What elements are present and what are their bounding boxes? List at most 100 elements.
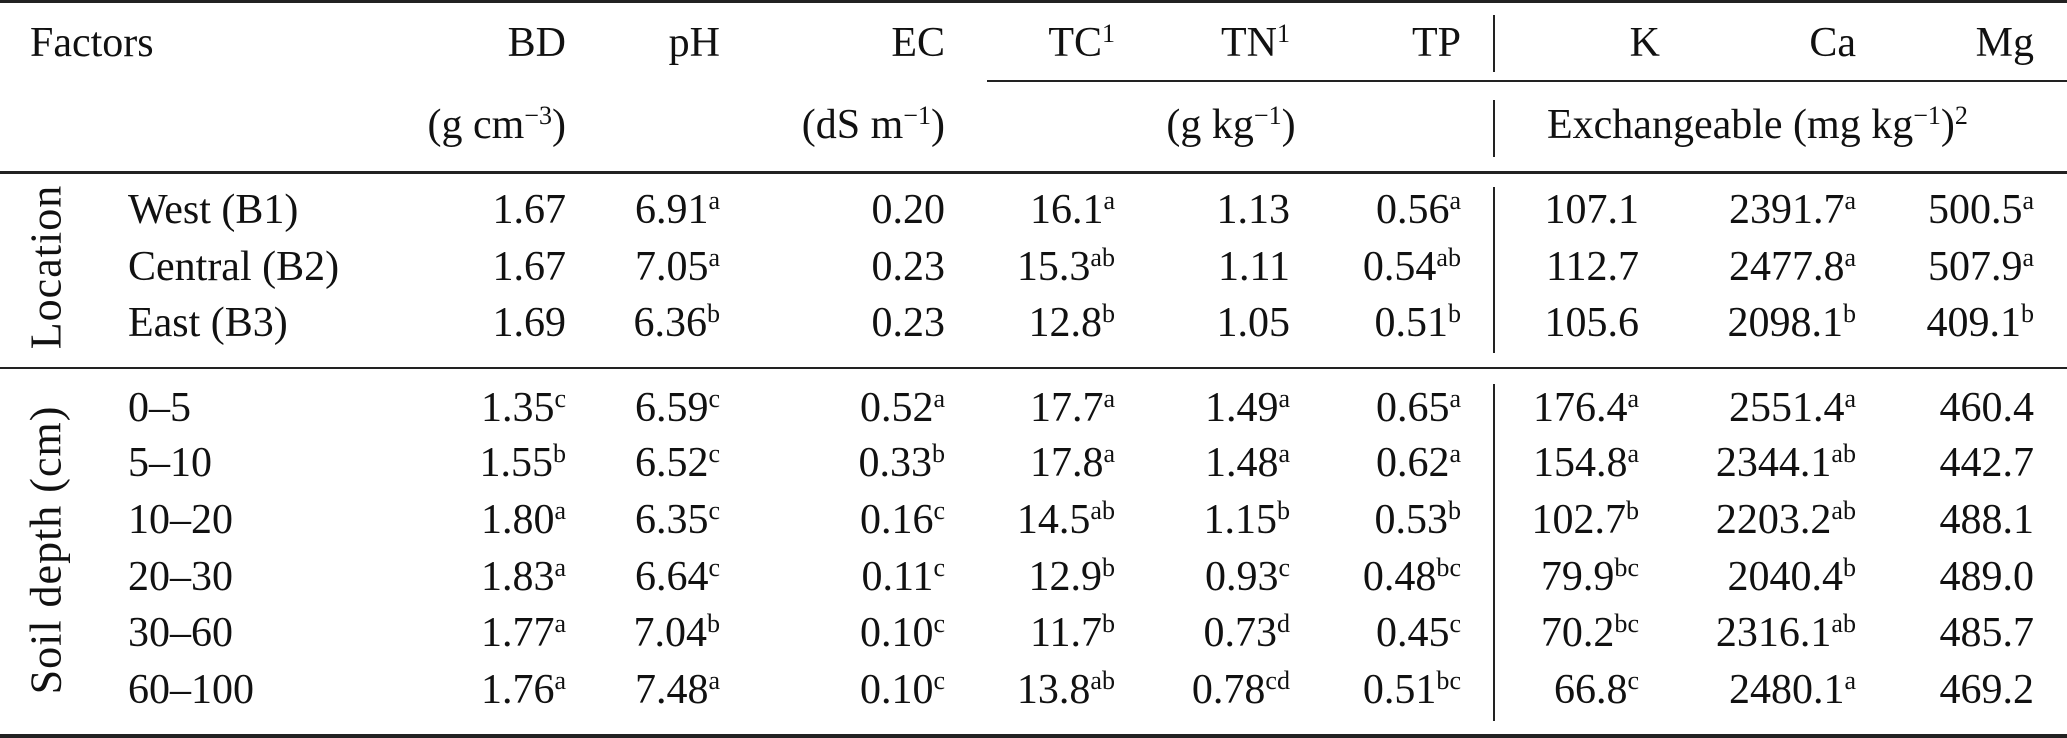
cell-value: 1.76 — [480, 667, 555, 713]
unit-exponent: −1 — [903, 100, 931, 130]
significance-letter: a — [1449, 383, 1461, 413]
significance-letter: c — [708, 552, 720, 582]
significance-letter: ab — [1831, 495, 1856, 525]
table-cell-tn: 0.78cd — [1191, 667, 1290, 713]
cell-value: 1.55 — [479, 440, 553, 486]
cell-value: 176.4 — [1532, 385, 1628, 431]
unit-text: (g cm — [427, 102, 525, 148]
table-cell-bd: 1.55b — [479, 440, 566, 486]
table-cell-ca: 2040.4b — [1727, 554, 1856, 598]
table-cell-mg: 442.7 — [1940, 442, 2035, 484]
significance-letter: b — [706, 298, 720, 328]
significance-letter: a — [708, 665, 720, 695]
significance-letter: d — [1276, 608, 1290, 638]
table-cell-tn: 1.11 — [1218, 246, 1290, 288]
significance-letter: a — [1103, 185, 1115, 215]
row-factor-label: 5–10 — [128, 440, 212, 486]
cell-value: 11.7 — [1030, 610, 1102, 656]
cell-value: 1.80 — [480, 497, 555, 543]
column-header-mg: Mg — [1976, 22, 2034, 64]
cell-value: 1.15 — [1203, 497, 1277, 543]
unit-exponent: −1 — [1253, 100, 1282, 130]
table-cell-tp: 0.45c — [1376, 608, 1461, 654]
unit-text: (dS m — [801, 102, 904, 148]
significance-letter: b — [1625, 495, 1639, 525]
table-cell-mg: 469.2 — [1940, 669, 2035, 711]
unit-text: ) — [931, 102, 945, 148]
table-cell-tn: 1.05 — [1217, 302, 1291, 344]
table-cell-tp: 0.62a — [1376, 438, 1461, 484]
table-cell-mg: 489.0 — [1940, 556, 2035, 598]
table-cell-ph: 7.05a — [635, 244, 720, 288]
significance-letter: a — [1278, 438, 1290, 468]
significance-letter: a — [1844, 242, 1856, 272]
significance-letter: 1 — [1276, 18, 1290, 48]
cell-value: 0.10 — [859, 610, 934, 656]
table-cell-bd: 1.69 — [493, 302, 567, 344]
significance-letter: c — [933, 552, 945, 582]
table-cell-tp: 0.48bc — [1363, 552, 1461, 598]
cell-value: 0.51 — [1362, 667, 1437, 713]
table-cell-tc: 14.5ab — [1017, 497, 1115, 541]
table-cell-mg: 409.1b — [1926, 300, 2034, 346]
significance-letter: c — [708, 383, 720, 413]
table-cell-tc: 12.8b — [1028, 300, 1115, 346]
significance-letter: ab — [1090, 242, 1115, 272]
cell-value: 0.11 — [861, 554, 934, 600]
cell-value: 6.36 — [633, 300, 707, 346]
cell-value: 1.67 — [492, 244, 567, 290]
cell-value: 0.52 — [859, 385, 934, 431]
cell-value: 1.48 — [1204, 440, 1279, 486]
cell-value: 1.35 — [480, 385, 555, 431]
table-cell-ph: 6.52c — [634, 440, 720, 486]
column-divider — [1493, 384, 1495, 721]
table-cell-tn: 0.73d — [1203, 608, 1290, 654]
unit-text: ) — [1281, 102, 1296, 148]
table-cell-k: 107.1 — [1545, 189, 1640, 231]
table-cell-ca: 2098.1b — [1727, 300, 1856, 346]
significance-letter: a — [1449, 438, 1461, 468]
column-header-tp: TP — [1412, 22, 1461, 64]
table-cell-ph: 6.35c — [635, 495, 720, 541]
table-cell-ca: 2344.1ab — [1716, 440, 1856, 484]
cell-value: BD — [507, 20, 566, 66]
significance-letter: b — [1276, 495, 1290, 525]
unit-text: ) — [552, 102, 566, 148]
table-cell-ec: 0.10c — [859, 608, 945, 656]
cell-value: 102.7 — [1531, 497, 1626, 543]
column-header-ph: pH — [669, 22, 720, 64]
cell-value: 1.49 — [1204, 385, 1279, 431]
cell-value: 2316.1 — [1715, 610, 1832, 656]
row-factor-label: 10–20 — [128, 497, 233, 543]
cell-value: 12.8 — [1028, 300, 1102, 346]
column-header-ec: EC — [891, 22, 945, 64]
cell-value: 17.8 — [1029, 440, 1104, 486]
table-cell-ph: 6.59c — [634, 383, 720, 431]
unit-text: Exchangeable (mg kg — [1547, 102, 1914, 148]
significance-letter: ab — [1090, 665, 1115, 695]
unit-exponent: −1 — [1913, 100, 1941, 130]
cell-value: 0.33 — [858, 440, 932, 486]
table-cell-tc: 11.7b — [1030, 610, 1115, 656]
significance-letter: c — [708, 495, 720, 525]
cell-value: 500.5 — [1927, 187, 2023, 233]
cell-value: 6.59 — [634, 385, 709, 431]
significance-letter: c — [1449, 608, 1461, 638]
column-header-bd: BD — [508, 22, 566, 64]
cell-value: 154.8 — [1532, 440, 1628, 486]
cell-value: 16.1 — [1029, 187, 1104, 233]
significance-letter: a — [1103, 383, 1115, 413]
cell-value: 6.52 — [634, 440, 709, 486]
cell-value: 409.1 — [1926, 300, 2021, 346]
cell-value: 460.4 — [1939, 385, 2035, 431]
table-cell-tp: 0.54ab — [1363, 244, 1461, 288]
cell-value: 1.05 — [1216, 300, 1291, 346]
row-factor-label: 0–5 — [128, 385, 191, 431]
column-divider — [1493, 187, 1495, 353]
significance-letter: c — [933, 608, 945, 638]
cell-value: 0.78 — [1191, 667, 1266, 713]
cell-value: TN — [1220, 20, 1277, 66]
cell-value: 2098.1 — [1727, 300, 1843, 346]
significance-letter: bc — [1436, 552, 1461, 582]
table-cell-tc: 13.8ab — [1017, 665, 1115, 711]
